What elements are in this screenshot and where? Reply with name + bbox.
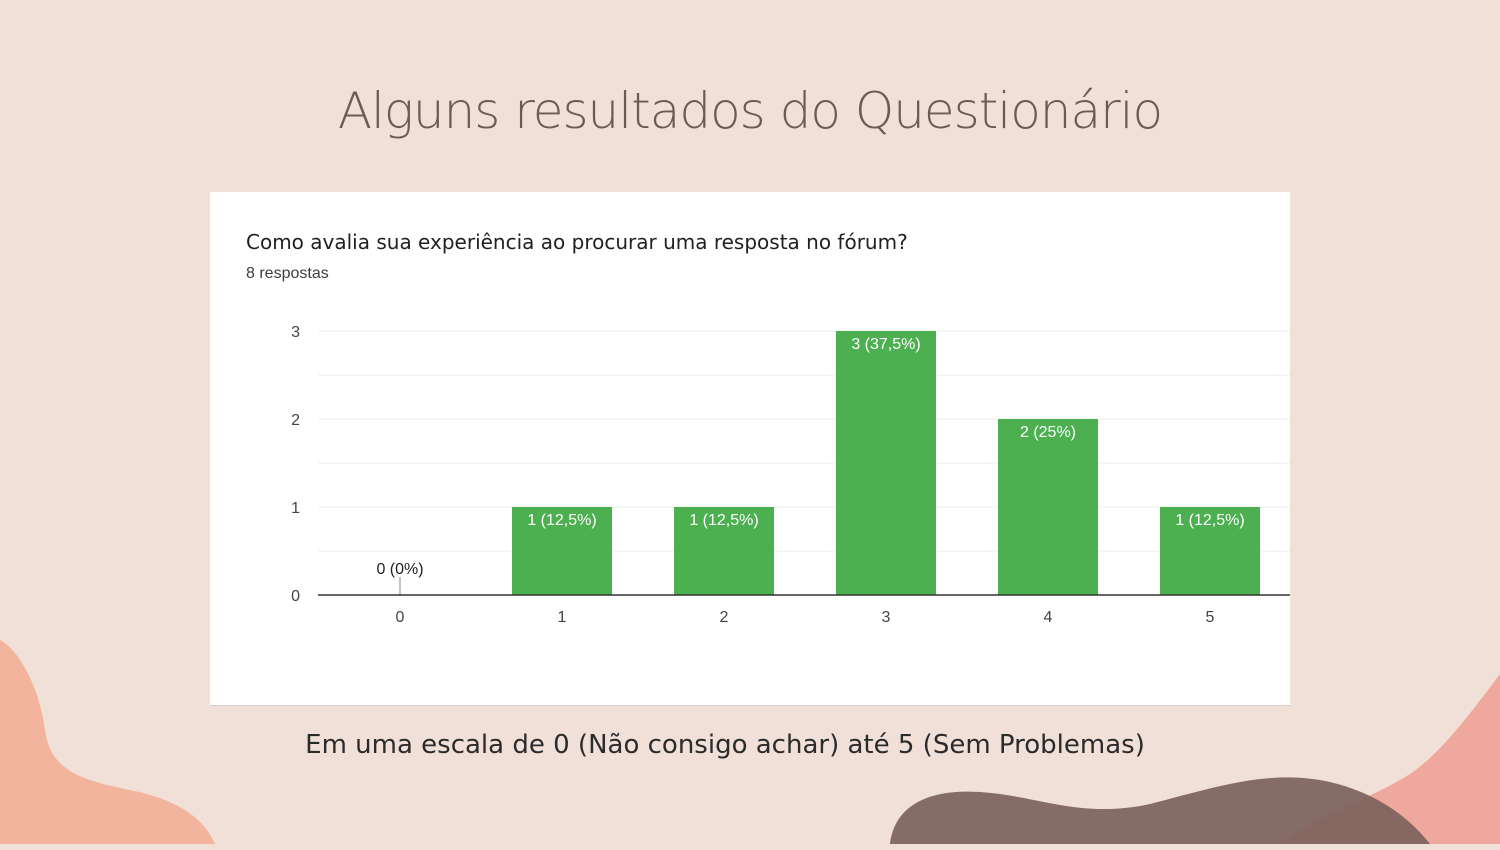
bar-data-label: 0 (0%) — [376, 561, 423, 578]
y-tick-label: 0 — [291, 588, 300, 605]
slide-caption: Em uma escala de 0 (Não consigo achar) a… — [0, 730, 1450, 760]
bar — [998, 419, 1098, 595]
x-tick-label: 0 — [396, 609, 405, 626]
bar-data-label: 1 (12,5%) — [527, 512, 596, 529]
x-tick-label: 2 — [720, 609, 729, 626]
bar-data-label: 1 (12,5%) — [1175, 512, 1244, 529]
bar-data-label: 3 (37,5%) — [851, 336, 920, 353]
x-tick-label: 1 — [558, 609, 567, 626]
x-tick-label: 3 — [882, 609, 891, 626]
bar-chart: 0 1 2 3 0 (0%) 0 1 (12,5%) 1 1 (12,5%) 2 3 (37,5%)… — [210, 192, 1290, 705]
slide-title: Alguns resultados do Questionário — [0, 82, 1500, 140]
bar-data-label: 1 (12,5%) — [689, 512, 758, 529]
x-tick-label: 5 — [1206, 609, 1215, 626]
y-tick-label: 2 — [291, 412, 300, 429]
x-tick-label: 4 — [1044, 609, 1053, 626]
chart-card: Como avalia sua experiência ao procurar … — [210, 192, 1290, 705]
y-tick-label: 1 — [291, 500, 300, 517]
decorative-blob-bottom-brown — [890, 764, 1450, 844]
bar-data-label: 2 (25%) — [1020, 424, 1076, 441]
bar — [836, 331, 936, 595]
y-tick-label: 3 — [291, 324, 300, 341]
